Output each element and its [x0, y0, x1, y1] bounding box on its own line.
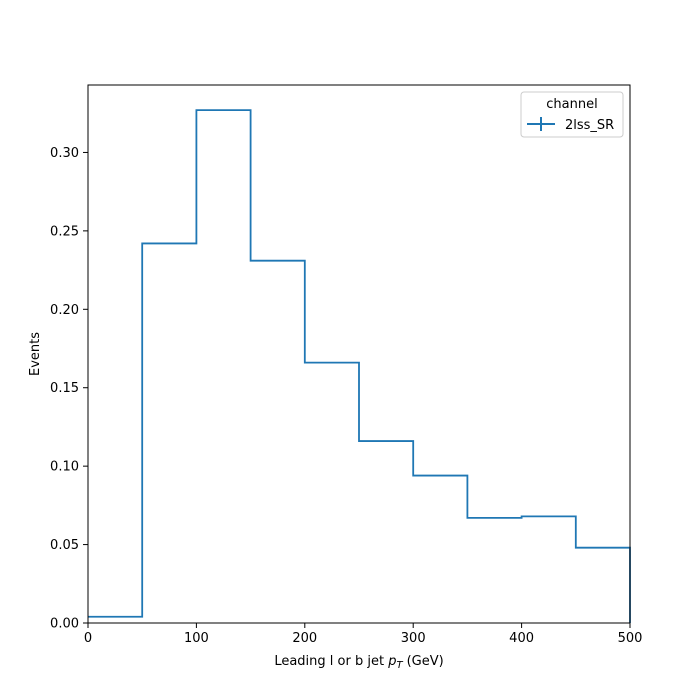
histogram-step-line: [88, 109, 631, 623]
y-tick-label: 0.00: [50, 617, 79, 632]
x-tick-label: 200: [292, 631, 317, 646]
y-tick-label: 0.30: [50, 146, 79, 161]
x-axis-ticks: 0 100 200 300 400 500: [84, 623, 643, 646]
x-axis-label: Leading l or b jet pT (GeV): [274, 654, 443, 671]
x-tick-label: 0: [84, 631, 92, 646]
plot-frame: [87, 84, 631, 624]
legend: channel 2lss_SR: [520, 91, 624, 138]
legend-title: channel: [546, 97, 597, 112]
y-tick-label: 0.15: [50, 381, 79, 396]
y-tick-label: 0.10: [50, 460, 79, 475]
x-tick-label: 100: [184, 631, 209, 646]
y-axis-label: Events: [28, 332, 43, 376]
x-tick-label: 500: [618, 631, 643, 646]
legend-box: [520, 91, 624, 138]
x-axis-label-unit: (GeV): [407, 654, 444, 669]
legend-entry-label: 2lss_SR: [565, 118, 614, 133]
y-tick-label: 0.20: [50, 303, 79, 318]
x-tick-label: 400: [509, 631, 534, 646]
x-axis-label-text: Leading l or b jet: [274, 654, 384, 669]
y-tick-label: 0.05: [50, 538, 79, 553]
y-axis-ticks: 0.00 0.05 0.10 0.15 0.20 0.25 0.30: [50, 146, 88, 632]
y-tick-label: 0.25: [50, 224, 79, 239]
x-axis-label-subscript: T: [396, 660, 403, 671]
x-tick-label: 300: [401, 631, 426, 646]
x-axis-label-math: p: [387, 654, 396, 669]
plot-marks: [88, 109, 631, 623]
